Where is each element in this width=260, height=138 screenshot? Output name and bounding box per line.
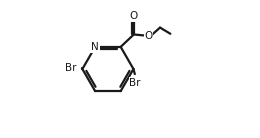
Text: N: N: [91, 42, 99, 52]
Text: O: O: [130, 11, 138, 21]
Text: Br: Br: [65, 63, 77, 73]
Text: O: O: [144, 31, 152, 41]
Text: Br: Br: [129, 78, 141, 88]
